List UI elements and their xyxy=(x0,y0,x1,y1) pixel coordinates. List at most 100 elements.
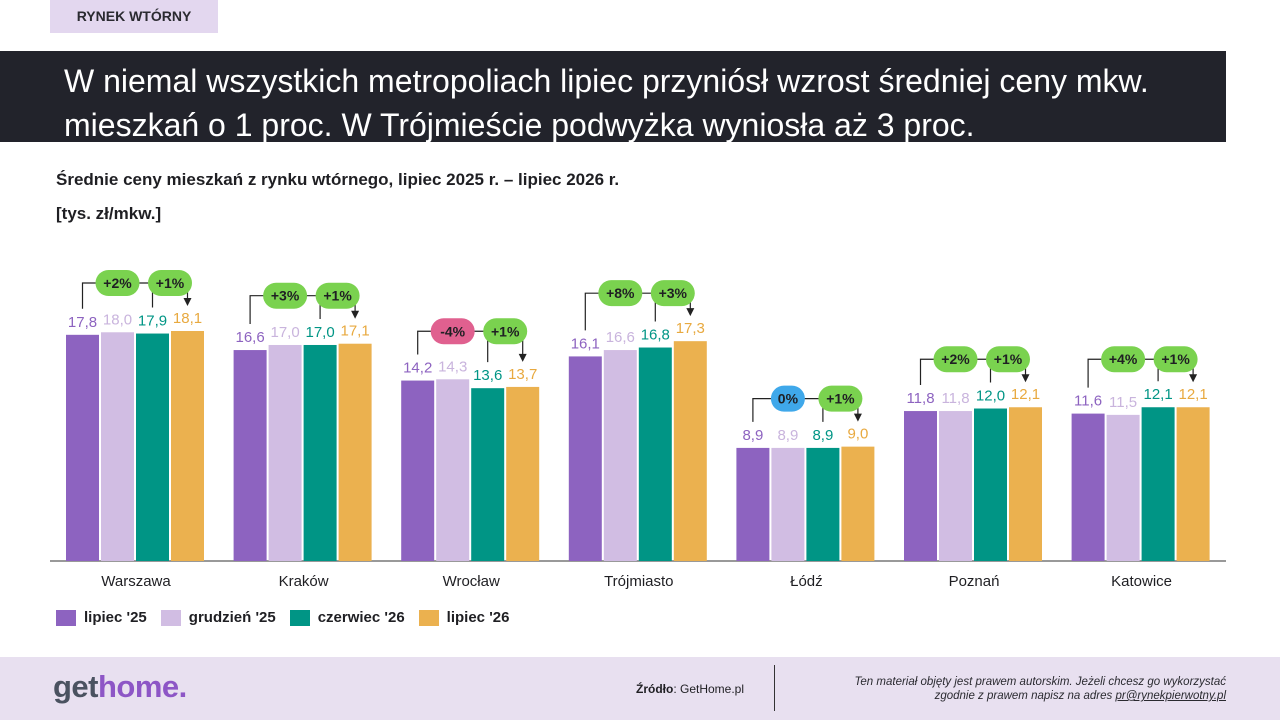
data-label: 12,0 xyxy=(976,388,1005,405)
annual-change-label: 0% xyxy=(778,391,799,407)
category-label: Wrocław xyxy=(443,573,500,590)
data-label: 16,6 xyxy=(235,329,264,346)
bar xyxy=(1106,414,1140,561)
data-label: 16,8 xyxy=(641,327,670,344)
bar xyxy=(268,344,302,561)
data-label: 18,0 xyxy=(103,311,132,328)
bar xyxy=(401,380,435,561)
data-label: 14,2 xyxy=(403,360,432,377)
monthly-change-label: +1% xyxy=(994,351,1023,367)
contact-email-link[interactable]: pr@rynekpierwotny.pl xyxy=(1115,690,1226,702)
data-label: 13,6 xyxy=(473,367,502,384)
bar xyxy=(171,331,204,561)
chart-title: Średnie ceny mieszkań z rynku wtórnego, … xyxy=(56,170,620,189)
bar xyxy=(471,388,505,561)
headline: W niemal wszystkich metropoliach lipiec … xyxy=(64,63,1149,143)
annual-change-badge xyxy=(598,280,643,307)
bar xyxy=(841,446,875,561)
monthly-change-label: +1% xyxy=(826,391,855,407)
bar xyxy=(506,386,540,561)
data-label: 17,3 xyxy=(676,320,705,337)
data-label: 12,1 xyxy=(1178,386,1207,403)
bar xyxy=(806,447,840,561)
annual-change-label: +2% xyxy=(103,275,132,291)
bar xyxy=(436,379,470,561)
data-label: 11,5 xyxy=(1109,394,1137,411)
annual-change-badge xyxy=(1101,346,1146,373)
data-label: 8,9 xyxy=(812,427,833,444)
monthly-change-label: +3% xyxy=(659,285,688,301)
legend-item-grudzien-25: grudzień '25 xyxy=(160,609,276,626)
category-label: Trójmiasto xyxy=(604,573,673,590)
arrow-head xyxy=(518,353,527,362)
bar xyxy=(1009,407,1042,561)
bar xyxy=(939,411,972,561)
section-tag: RYNEK WTÓRNY xyxy=(50,0,218,33)
monthly-change-badge xyxy=(315,282,360,309)
data-label: 17,9 xyxy=(138,313,167,330)
bar xyxy=(303,344,337,561)
data-label: 17,0 xyxy=(305,324,334,341)
legend: lipiec '25 grudzień '25 czerwiec '26 lip… xyxy=(56,609,509,626)
gethome-logo[interactable]: gethome. xyxy=(53,669,187,704)
arrow-head xyxy=(183,298,192,306)
footer-divider xyxy=(774,665,775,711)
annual-change-badge xyxy=(95,270,140,296)
bar xyxy=(66,334,99,561)
legend-item-lipiec-26: lipiec '26 xyxy=(418,609,510,626)
annual-change-badge xyxy=(430,318,475,345)
annual-change-label: -4% xyxy=(440,323,465,339)
monthly-change-badge xyxy=(1153,346,1198,373)
chart-unit: [tys. zł/mkw.] xyxy=(56,204,162,223)
bar xyxy=(338,343,372,561)
legend-swatch xyxy=(289,609,310,626)
bar xyxy=(568,356,602,561)
bar xyxy=(771,447,805,561)
arrow-head xyxy=(853,413,862,422)
annual-change-label: +8% xyxy=(606,285,635,301)
bar xyxy=(1071,413,1105,561)
data-label: 8,9 xyxy=(742,427,763,444)
category-label: Warszawa xyxy=(101,573,171,590)
data-label: 14,3 xyxy=(438,358,467,375)
bar xyxy=(1141,407,1175,561)
data-label: 9,0 xyxy=(847,426,868,443)
data-label: 11,6 xyxy=(1074,393,1102,410)
bar xyxy=(1176,407,1210,561)
data-label: 17,1 xyxy=(340,323,369,340)
annual-change-badge xyxy=(263,282,308,309)
category-label: Katowice xyxy=(1111,573,1172,590)
legend-label: czerwiec '26 xyxy=(317,609,405,626)
monthly-change-badge xyxy=(818,385,863,412)
legend-label: lipiec '25 xyxy=(84,609,147,626)
monthly-change-badge xyxy=(148,270,192,296)
annual-change-label: +4% xyxy=(1109,351,1138,367)
monthly-change-badge xyxy=(483,318,528,345)
legend-swatch xyxy=(160,609,181,626)
bar xyxy=(136,333,169,561)
arrow-head xyxy=(1189,374,1198,383)
data-label: 11,8 xyxy=(941,390,969,407)
monthly-change-badge xyxy=(986,346,1030,373)
annual-change-label: +3% xyxy=(271,288,300,304)
legend-swatch xyxy=(56,609,76,626)
annual-change-badge xyxy=(933,346,978,373)
legend-item-lipiec-25: lipiec '25 xyxy=(56,609,147,626)
source-note: Źródło: GetHome.pl xyxy=(636,682,745,696)
arrow-head xyxy=(686,308,695,317)
annual-change-label: +2% xyxy=(941,351,970,367)
category-label: Łódź xyxy=(790,573,823,590)
legend-label: lipiec '26 xyxy=(446,609,510,626)
data-label: 12,1 xyxy=(1011,386,1040,403)
copyright-note: Ten materiał objęty jest prawem autorski… xyxy=(854,676,1226,702)
legend-label: grudzień '25 xyxy=(188,609,276,626)
category-label: Kraków xyxy=(279,573,329,590)
headline-bar: W niemal wszystkich metropoliach lipiec … xyxy=(0,51,1226,143)
data-label: 17,0 xyxy=(270,324,299,341)
data-label: 13,7 xyxy=(508,366,537,383)
bar xyxy=(101,332,134,561)
legend-item-czerwiec-26: czerwiec '26 xyxy=(289,609,405,626)
data-label: 12,1 xyxy=(1143,386,1172,403)
monthly-change-label: +1% xyxy=(491,323,520,339)
data-label: 16,1 xyxy=(571,335,600,352)
